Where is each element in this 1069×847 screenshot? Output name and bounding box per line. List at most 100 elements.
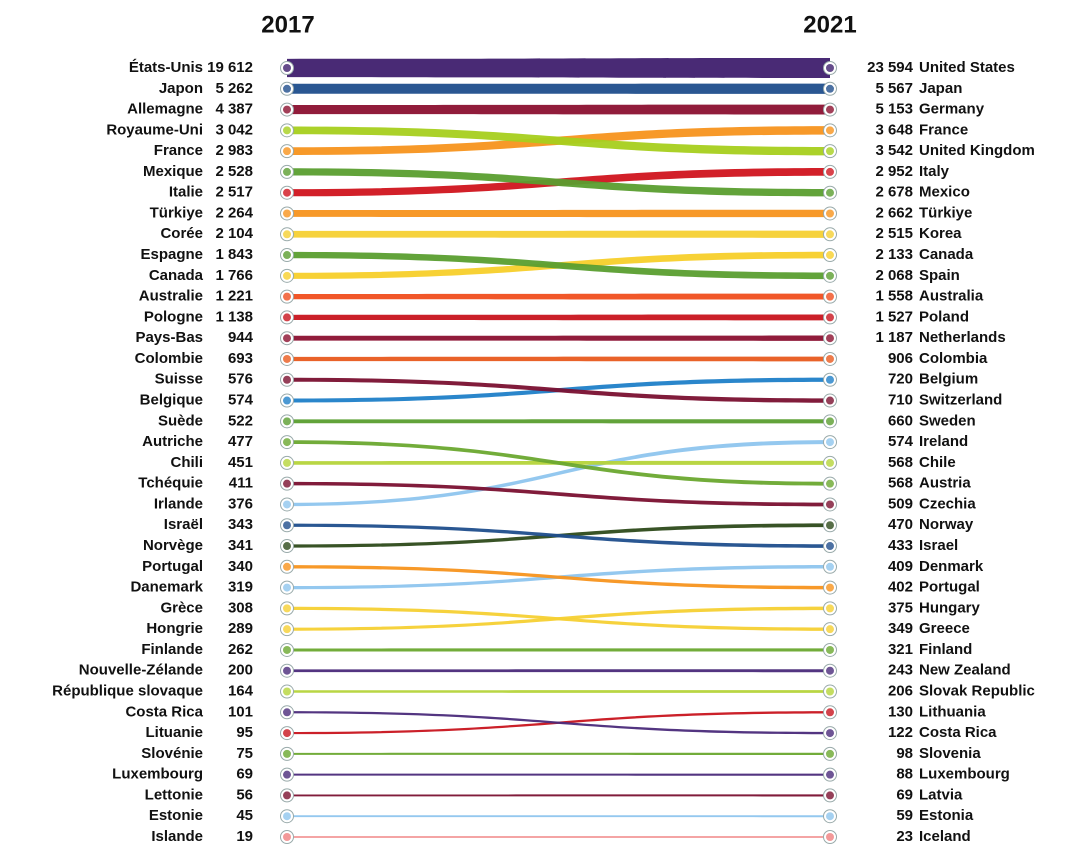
name-left: Canada (149, 267, 204, 284)
flag-color (826, 209, 834, 218)
value-label-right: 1 187 (875, 329, 913, 346)
flag-color (283, 84, 291, 93)
value-label-right: 2 515 (875, 225, 913, 242)
flag-color (283, 729, 291, 738)
name-right: Israel (919, 537, 958, 554)
name-right: Spain (919, 267, 960, 284)
flag-color (826, 666, 834, 675)
flag-color (826, 126, 834, 135)
ribbon (287, 230, 830, 238)
flag-color (826, 812, 834, 821)
flag-color (283, 292, 291, 301)
name-left: Chili (171, 454, 204, 471)
name-right: Germany (919, 101, 985, 118)
flag-color (283, 562, 291, 571)
name-left: États-Unis (129, 59, 203, 76)
name-right: Italy (919, 163, 950, 180)
ribbon (287, 293, 830, 300)
value-label-right: 23 (896, 828, 913, 845)
name-left: Israël (164, 516, 203, 533)
ribbon (287, 565, 830, 590)
name-left: Pologne (144, 308, 203, 325)
flag-color (826, 251, 834, 260)
name-left: Irlande (154, 495, 203, 512)
flag-color (826, 147, 834, 156)
value-label-right: 375 (888, 599, 913, 616)
value-label-right: 206 (888, 682, 913, 699)
flag-color (283, 105, 291, 114)
name-left: Belgique (140, 392, 203, 409)
value-label-left: 944 (228, 329, 254, 346)
name-right: Slovak Republic (919, 682, 1035, 699)
ribbon (287, 314, 830, 321)
value-label-left: 308 (228, 599, 253, 616)
value-label-right: 568 (888, 454, 913, 471)
flag-color (826, 583, 834, 592)
ribbon (287, 126, 830, 156)
name-right: Greece (919, 620, 970, 637)
flag-color (826, 354, 834, 363)
flag-color (283, 770, 291, 779)
name-left: Suisse (155, 371, 203, 388)
name-right: Belgium (919, 371, 978, 388)
value-label-right: 88 (896, 766, 913, 783)
name-right: Costa Rica (919, 724, 997, 741)
value-label-left: 340 (228, 558, 253, 575)
flag-color (283, 604, 291, 613)
ribbon (287, 209, 830, 218)
name-right: Switzerland (919, 392, 1002, 409)
name-left: Islande (151, 828, 203, 845)
value-label-left: 5 262 (215, 80, 253, 97)
value-label-right: 2 068 (875, 267, 913, 284)
ribbon (287, 251, 830, 280)
flag-color (826, 562, 834, 571)
flag-color (826, 729, 834, 738)
ribbon (287, 104, 830, 115)
value-label-left: 451 (228, 454, 253, 471)
value-label-right: 349 (888, 620, 913, 637)
value-label-left: 1 843 (215, 246, 253, 263)
name-right: Czechia (919, 495, 976, 512)
name-left: Mexique (143, 163, 203, 180)
name-left: Royaume-Uni (106, 121, 203, 138)
name-left: Portugal (142, 558, 203, 575)
ribbon (287, 440, 830, 486)
name-left: Japon (159, 80, 203, 97)
ribbon (287, 440, 830, 507)
value-label-left: 411 (229, 475, 253, 492)
value-label-right: 906 (888, 350, 913, 367)
value-label-right: 2 678 (875, 184, 913, 201)
name-right: Sweden (919, 412, 976, 429)
value-label-right: 1 527 (875, 308, 913, 325)
flag-color (283, 354, 291, 363)
name-left: Lettonie (145, 786, 203, 803)
flag-color (826, 521, 834, 530)
flag-color (283, 417, 291, 426)
value-label-left: 341 (228, 537, 253, 554)
name-left: Hongrie (146, 620, 203, 637)
value-label-right: 69 (896, 786, 913, 803)
name-left: Tchéquie (138, 475, 203, 492)
flag-color (283, 147, 291, 156)
value-label-right: 2 952 (875, 163, 913, 180)
name-right: United States (919, 59, 1015, 76)
name-right: Iceland (919, 828, 971, 845)
value-label-left: 576 (228, 371, 253, 388)
value-label-left: 45 (236, 807, 253, 824)
flag-color (283, 542, 291, 551)
flag-color (283, 334, 291, 343)
value-label-left: 289 (228, 620, 253, 637)
flag-color (283, 438, 291, 447)
name-left: Danemark (130, 579, 203, 596)
name-left: Grèce (160, 599, 203, 616)
ribbon (287, 377, 830, 403)
ribbon (287, 481, 830, 507)
name-left: Slovénie (141, 745, 203, 762)
ribbon (287, 648, 830, 652)
flag-color (826, 334, 834, 343)
name-left: Lituanie (145, 724, 203, 741)
flag-color (283, 521, 291, 530)
name-right: Estonia (919, 807, 974, 824)
flag-color (826, 188, 834, 197)
flag-color (283, 271, 291, 280)
